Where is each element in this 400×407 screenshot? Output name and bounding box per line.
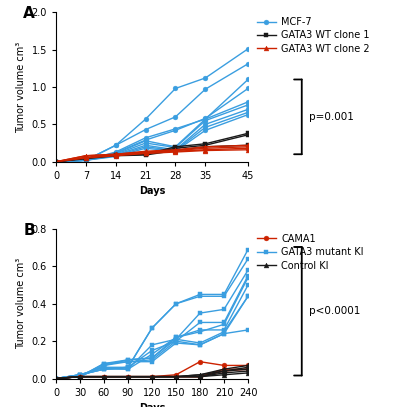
X-axis label: Days: Days	[139, 186, 165, 196]
CAMA1	[102, 374, 106, 379]
Line: Control KI: Control KI	[54, 363, 250, 381]
GATA3 mutant KI	[198, 292, 202, 297]
GATA3 WT clone 2	[173, 147, 178, 152]
GATA3 mutant KI	[246, 247, 250, 252]
Text: p<0.0001: p<0.0001	[310, 306, 361, 316]
Y-axis label: Tumor volume cm³: Tumor volume cm³	[16, 42, 26, 133]
Text: p=0.001: p=0.001	[310, 112, 354, 122]
Control KI	[198, 372, 202, 377]
MCF-7	[173, 86, 178, 91]
Line: CAMA1: CAMA1	[54, 359, 250, 381]
Text: A: A	[23, 6, 35, 21]
GATA3 mutant KI	[150, 326, 154, 330]
Control KI	[150, 374, 154, 379]
CAMA1	[198, 359, 202, 364]
GATA3 mutant KI	[174, 301, 178, 306]
Control KI	[54, 376, 58, 381]
GATA3 WT clone 1	[203, 141, 208, 146]
Control KI	[78, 374, 82, 379]
CAMA1	[54, 376, 58, 381]
Control KI	[246, 363, 250, 368]
MCF-7	[113, 143, 118, 148]
Line: MCF-7: MCF-7	[54, 46, 250, 164]
GATA3 mutant KI	[78, 372, 82, 377]
GATA3 mutant KI	[54, 376, 58, 381]
GATA3 WT clone 1	[143, 152, 148, 157]
GATA3 WT clone 2	[54, 159, 58, 164]
Control KI	[174, 374, 178, 379]
GATA3 WT clone 1	[54, 159, 58, 164]
CAMA1	[78, 374, 82, 379]
GATA3 WT clone 1	[173, 144, 178, 149]
GATA3 WT clone 2	[143, 149, 148, 154]
GATA3 WT clone 1	[113, 153, 118, 158]
GATA3 WT clone 2	[203, 144, 208, 149]
Text: B: B	[23, 223, 35, 238]
GATA3 WT clone 2	[246, 143, 250, 148]
Line: GATA3 WT clone 1: GATA3 WT clone 1	[54, 131, 250, 164]
Legend: CAMA1, GATA3 mutant KI, Control KI: CAMA1, GATA3 mutant KI, Control KI	[257, 234, 364, 271]
GATA3 WT clone 2	[84, 153, 88, 158]
Control KI	[102, 374, 106, 379]
Y-axis label: Tumor volume cm³: Tumor volume cm³	[16, 258, 26, 349]
GATA3 WT clone 1	[84, 155, 88, 160]
MCF-7	[84, 158, 88, 163]
GATA3 WT clone 1	[246, 131, 250, 136]
Line: GATA3 mutant KI: GATA3 mutant KI	[54, 247, 250, 381]
GATA3 WT clone 2	[113, 152, 118, 157]
X-axis label: Days: Days	[139, 403, 165, 407]
Control KI	[222, 367, 226, 372]
MCF-7	[143, 117, 148, 122]
CAMA1	[222, 363, 226, 368]
MCF-7	[203, 76, 208, 81]
MCF-7	[54, 159, 58, 164]
CAMA1	[246, 363, 250, 368]
CAMA1	[126, 374, 130, 379]
GATA3 mutant KI	[222, 292, 226, 297]
Line: GATA3 WT clone 2: GATA3 WT clone 2	[54, 143, 250, 164]
Legend: MCF-7, GATA3 WT clone 1, GATA3 WT clone 2: MCF-7, GATA3 WT clone 1, GATA3 WT clone …	[257, 17, 370, 54]
GATA3 mutant KI	[102, 367, 106, 372]
CAMA1	[174, 372, 178, 377]
MCF-7	[246, 46, 250, 51]
GATA3 mutant KI	[126, 365, 130, 370]
CAMA1	[150, 374, 154, 379]
Control KI	[126, 374, 130, 379]
